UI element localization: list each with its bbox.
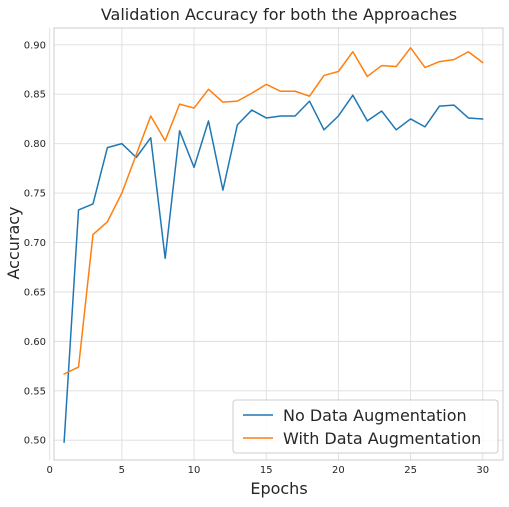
x-tick-label: 25 bbox=[404, 465, 417, 476]
x-tick-label: 0 bbox=[46, 465, 52, 476]
y-tick-label: 0.55 bbox=[24, 386, 46, 397]
series-layer bbox=[63, 47, 484, 443]
y-tick-label: 0.80 bbox=[24, 139, 46, 150]
y-tick-label: 0.50 bbox=[24, 436, 46, 447]
legend: No Data Augmentation With Data Augmentati… bbox=[232, 399, 499, 454]
x-tick-label: 30 bbox=[476, 465, 489, 476]
y-tick-label: 0.90 bbox=[24, 40, 46, 51]
x-tick-label: 15 bbox=[260, 465, 273, 476]
x-tick-label: 10 bbox=[188, 465, 201, 476]
chart-title: Validation Accuracy for both the Approac… bbox=[101, 5, 457, 24]
x-tick-label: 20 bbox=[332, 465, 345, 476]
y-tick-label: 0.60 bbox=[24, 337, 46, 348]
y-tick-label: 0.65 bbox=[24, 287, 46, 298]
axes: 0 5 10 15 20 25 30 0.50 0.55 0.60 0.65 0.70 0.75 0.80… bbox=[24, 27, 504, 476]
y-tick-label: 0.85 bbox=[24, 90, 46, 101]
x-axis-title: Epochs bbox=[250, 479, 307, 498]
series-line-1 bbox=[63, 94, 484, 443]
legend-label: No Data Augmentation bbox=[283, 406, 467, 425]
y-tick-label: 0.75 bbox=[24, 189, 46, 200]
legend-box bbox=[232, 399, 499, 454]
y-axis-title: Accuracy bbox=[4, 206, 23, 279]
grid bbox=[49, 28, 503, 460]
y-tick-label: 0.70 bbox=[24, 238, 46, 249]
x-tick-label: 5 bbox=[119, 465, 125, 476]
series-line-2 bbox=[63, 47, 484, 375]
plot-frame bbox=[53, 27, 504, 461]
legend-label: With Data Augmentation bbox=[283, 429, 481, 448]
